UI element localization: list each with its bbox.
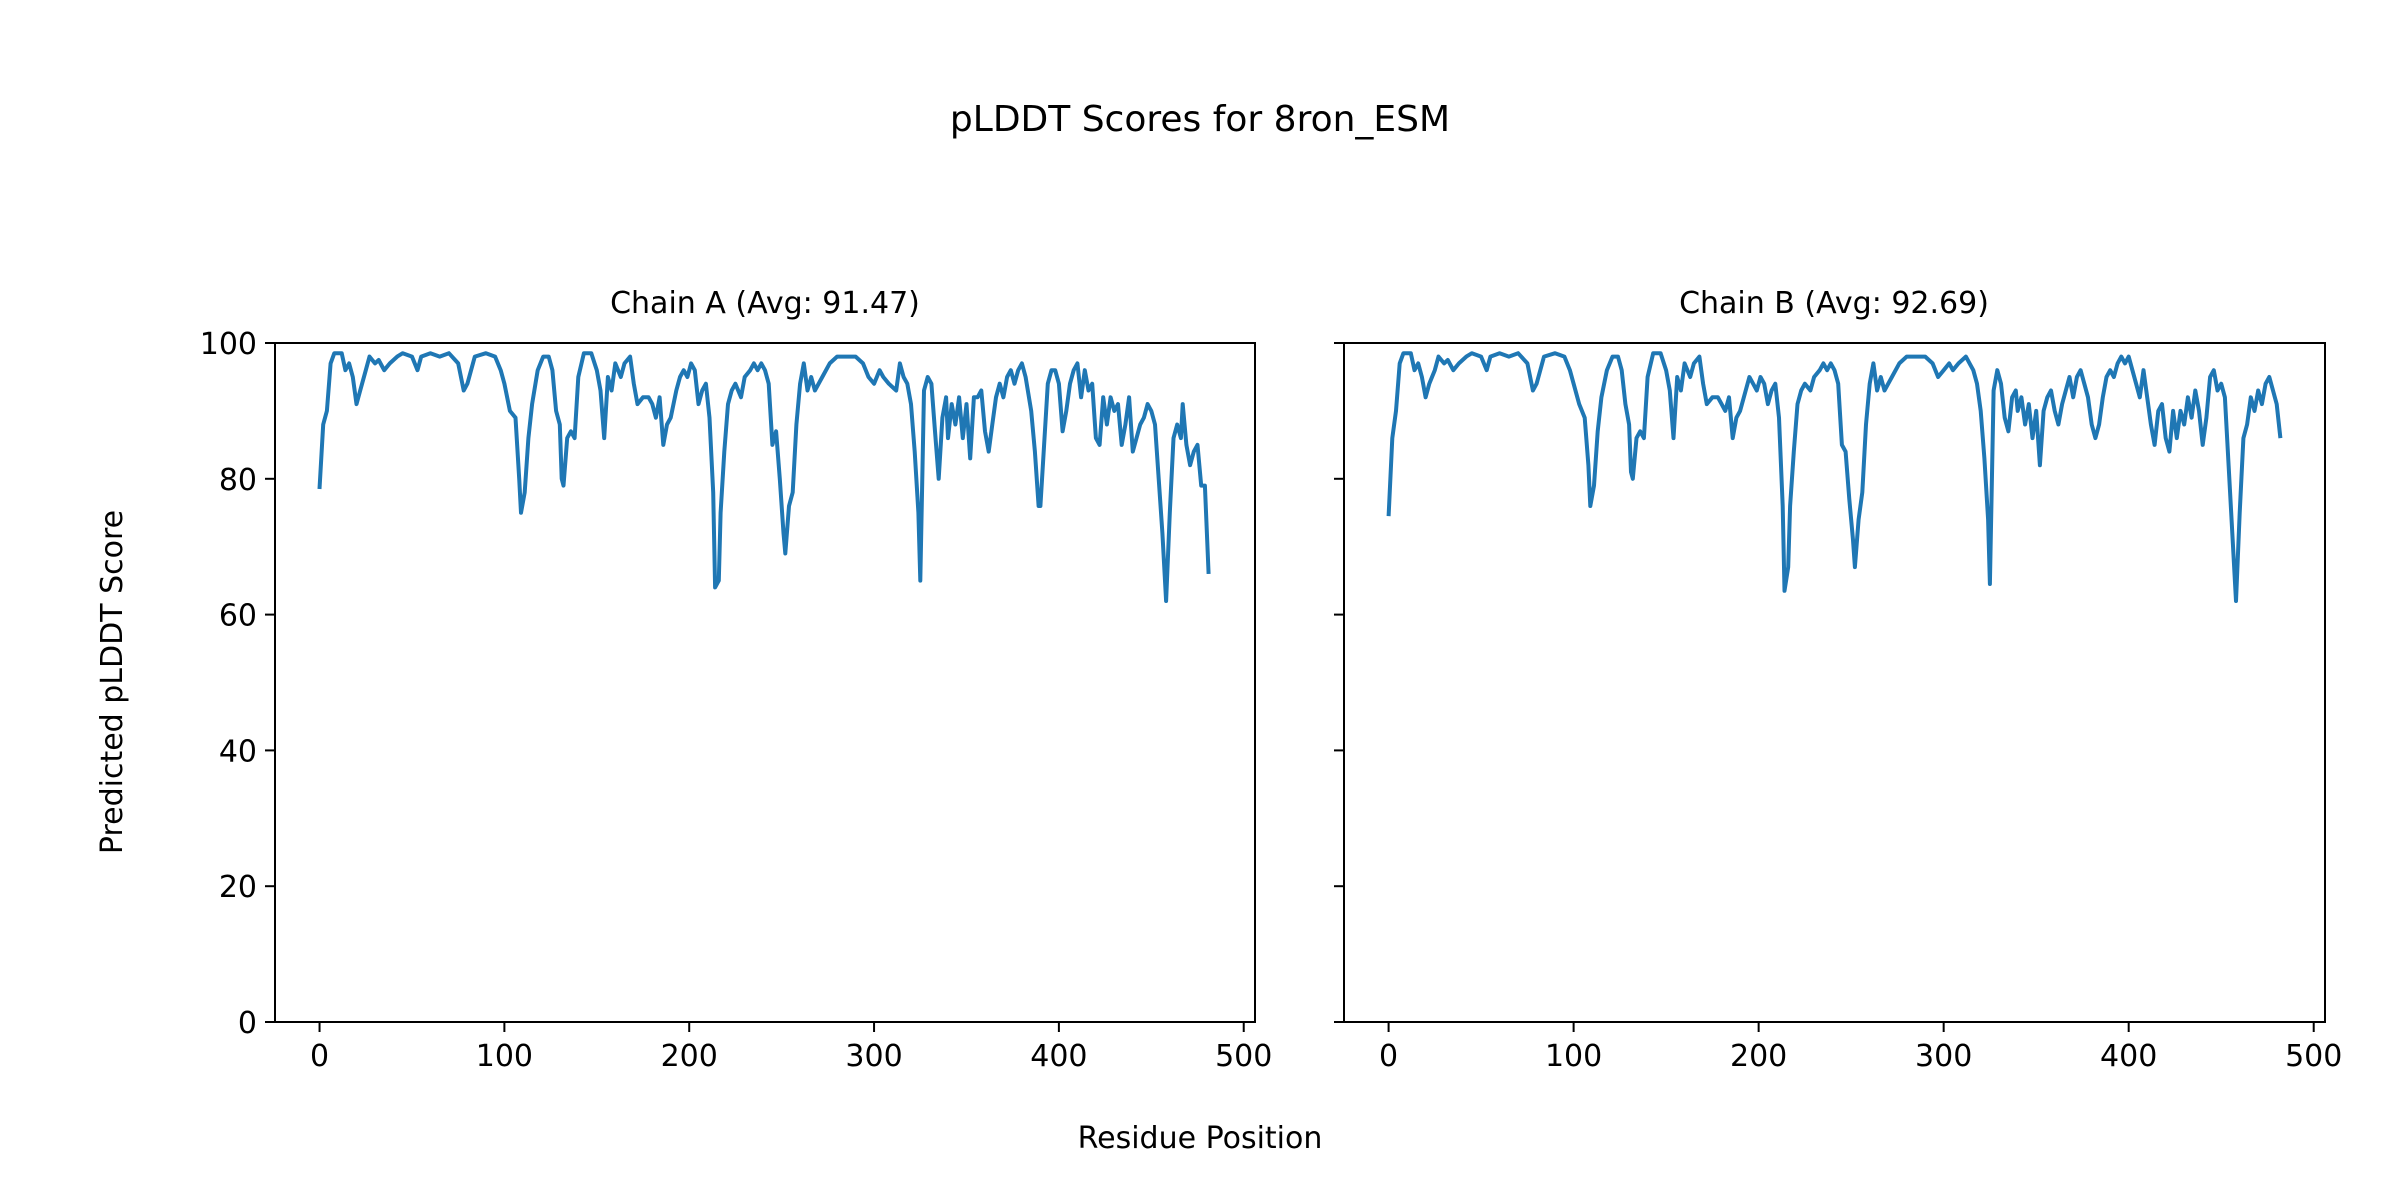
axes-frame bbox=[274, 342, 1256, 1023]
x-tick-label: 100 bbox=[1545, 1039, 1602, 1074]
panel-chain-a: Chain A (Avg: 91.47) 0 100 200 300 400 500 0 20… bbox=[200, 286, 1273, 1074]
x-tick-label: 200 bbox=[661, 1039, 718, 1074]
y-tick-label: 20 bbox=[219, 870, 257, 905]
panel-a-marks: 0 100 200 300 400 500 0 20 40 60 80 100 bbox=[200, 327, 1273, 1074]
y-tick-label: 80 bbox=[219, 463, 257, 498]
panel-chain-b: Chain B (Avg: 92.69) 0 100 200 300 400 500 bbox=[1334, 286, 2342, 1074]
x-tick-label: 0 bbox=[1379, 1039, 1398, 1074]
y-tick-label: 100 bbox=[200, 327, 257, 362]
x-tick-label: 400 bbox=[1030, 1039, 1087, 1074]
series-line bbox=[1386, 351, 2283, 603]
x-tick-label: 300 bbox=[845, 1039, 902, 1074]
figure-title: pLDDT Scores for 8ron_ESM bbox=[950, 99, 1450, 140]
x-tick-label: 400 bbox=[2100, 1039, 2157, 1074]
panel-b-marks: 0 100 200 300 400 500 bbox=[1334, 342, 2342, 1074]
x-tick-label: 500 bbox=[2285, 1039, 2342, 1074]
x-tick-label: 300 bbox=[1915, 1039, 1972, 1074]
y-tick-label: 60 bbox=[219, 599, 257, 634]
y-tick-label: 0 bbox=[238, 1006, 257, 1041]
x-tick-label: 200 bbox=[1730, 1039, 1787, 1074]
x-tick-label: 0 bbox=[310, 1039, 329, 1074]
x-tick-label: 100 bbox=[476, 1039, 533, 1074]
axes-frame bbox=[1343, 342, 2326, 1023]
panel-title-chain-a: Chain A (Avg: 91.47) bbox=[610, 286, 920, 321]
x-axis-label: Residue Position bbox=[1078, 1121, 1323, 1156]
y-axis-label: Predicted pLDDT Score bbox=[95, 510, 130, 854]
y-tick-label: 40 bbox=[219, 734, 257, 769]
x-tick-label: 500 bbox=[1215, 1039, 1272, 1074]
panel-title-chain-b: Chain B (Avg: 92.69) bbox=[1679, 286, 1989, 321]
series-line bbox=[317, 351, 1211, 603]
